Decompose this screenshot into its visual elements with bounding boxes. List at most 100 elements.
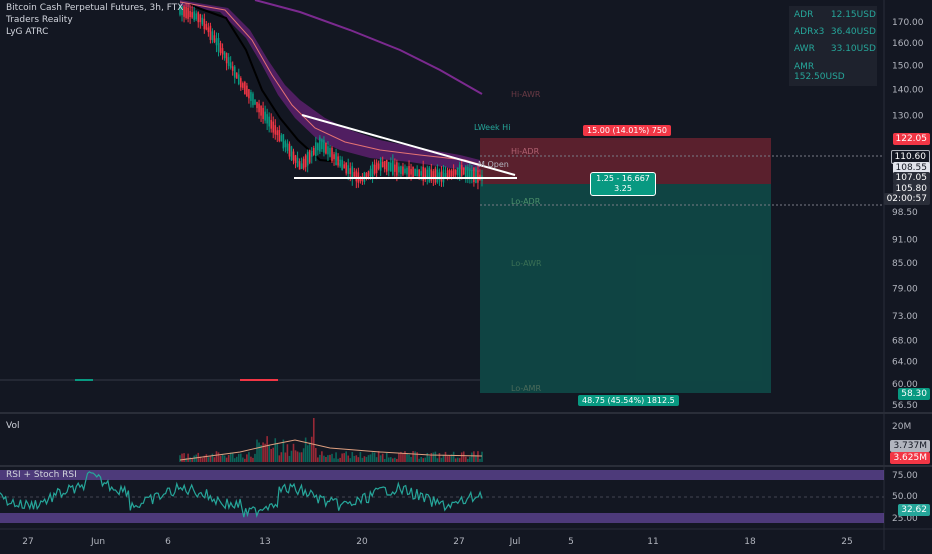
reward-zone[interactable] — [480, 184, 771, 393]
time-axis-tick: 18 — [744, 537, 756, 547]
risk-reward-ratio-box[interactable]: 1.25 - 16.667 3.25 — [590, 172, 656, 196]
risk-label[interactable]: 15.00 (14.01%) 750 — [583, 125, 672, 136]
candle-body — [383, 160, 386, 170]
candle-body — [475, 168, 477, 183]
candle-body — [319, 137, 321, 152]
candle-body — [345, 162, 348, 174]
last-price-badge: 108.55 — [892, 162, 930, 174]
volume-bar — [400, 451, 402, 462]
candle-body — [438, 172, 441, 181]
volume-bar — [292, 443, 295, 462]
price-axis-tick: 140.00 — [892, 86, 924, 96]
candle-body — [355, 170, 358, 182]
volume-bar — [446, 456, 449, 462]
volume-bar — [365, 456, 368, 462]
candle-body — [422, 166, 425, 181]
volume-bar — [284, 452, 287, 462]
candle-body — [442, 169, 445, 183]
descending-trendline[interactable] — [301, 114, 516, 176]
volume-bar — [191, 458, 193, 462]
volume-bar — [240, 453, 242, 462]
info-value: 152.50USD — [794, 72, 845, 82]
volume-axis-tick: 20M — [892, 422, 912, 432]
candle-body — [410, 168, 412, 175]
volume-ma-badge: 3.737M — [890, 440, 930, 452]
volume-bar — [248, 452, 250, 462]
info-value: 12.15USD — [830, 10, 876, 20]
volume-bar — [337, 458, 339, 462]
candle-body — [371, 164, 374, 178]
candle-body — [375, 162, 378, 174]
candle-body — [219, 43, 222, 53]
candle-body — [272, 121, 275, 133]
candle-body — [252, 93, 254, 106]
rsi-value-badge: 32.62 — [898, 504, 930, 516]
time-axis-tick: 6 — [165, 537, 171, 547]
volume-bar — [367, 455, 370, 462]
time-axis-tick: 13 — [259, 537, 270, 547]
volume-bar — [373, 452, 376, 462]
candle-body — [430, 169, 433, 181]
volume-bar — [223, 455, 226, 462]
volume-bar — [233, 458, 236, 462]
candle-body — [248, 89, 250, 99]
candle-body — [339, 159, 341, 167]
candle-body — [266, 114, 268, 124]
volume-bar — [353, 455, 356, 462]
candle-body — [351, 166, 354, 180]
price-axis-tick: 170.00 — [892, 18, 924, 28]
rsi-axis-tick: 75.00 — [892, 471, 918, 481]
candle-body — [329, 147, 331, 157]
volume-bar — [258, 442, 260, 462]
candle-body — [424, 168, 427, 180]
indicator-traders-reality[interactable]: Traders Reality — [6, 15, 73, 25]
candle-body — [444, 173, 447, 178]
volume-bar — [302, 448, 305, 462]
volume-bar — [418, 458, 420, 462]
fast-ma-line — [179, 1, 483, 166]
rsi-panel-label[interactable]: RSI + Stoch RSI — [6, 470, 77, 480]
volume-bar — [294, 450, 297, 462]
volume-bar — [454, 458, 457, 462]
volume-bar — [323, 455, 325, 462]
price-axis-tick: 73.00 — [892, 312, 918, 322]
volume-bar — [310, 436, 313, 462]
candle-body — [359, 176, 362, 182]
target-price-badge: 58.30 — [898, 388, 930, 400]
volume-bar — [359, 451, 362, 462]
candle-body — [254, 99, 256, 105]
candle-body — [436, 169, 439, 183]
candle-body — [458, 164, 461, 178]
volume-bar — [339, 457, 341, 462]
price-axis-tick: 85.00 — [892, 259, 918, 269]
candle-body — [335, 152, 337, 166]
volume-bar — [237, 453, 240, 462]
symbol-title[interactable]: Bitcoin Cash Perpetual Futures, 3h, FTX — [6, 3, 184, 13]
volume-bar — [203, 455, 206, 462]
volume-bar — [462, 451, 465, 462]
atr-info-box: ADR 12.15USD ADRx3 36.40USD AWR 33.10USD… — [789, 6, 877, 86]
candle-body — [464, 166, 467, 178]
volume-bar — [286, 444, 289, 462]
candle-body — [244, 82, 246, 95]
candle-body — [304, 155, 307, 168]
candle-body — [213, 35, 216, 43]
candle-body — [306, 152, 309, 166]
time-axis-tick: 5 — [568, 537, 574, 547]
candle-body — [333, 154, 335, 159]
volume-panel-label[interactable]: Vol — [6, 421, 20, 431]
volume-bar — [458, 458, 461, 462]
volume-bar — [229, 452, 232, 462]
volume-bar — [181, 453, 183, 462]
volume-bar — [355, 455, 358, 462]
volume-bar — [432, 452, 435, 462]
rsi-overbought-band — [0, 470, 884, 480]
reward-label[interactable]: 48.75 (45.54%) 1812.5 — [578, 395, 679, 406]
volume-bar — [460, 452, 463, 462]
candle-body — [280, 135, 283, 142]
price-axis-tick: 150.00 — [892, 62, 924, 72]
lo-adr-label: Lo-ADR — [511, 197, 541, 206]
indicator-lyg-atrc[interactable]: LyG ATRC — [6, 27, 49, 37]
volume-bar — [280, 452, 283, 462]
